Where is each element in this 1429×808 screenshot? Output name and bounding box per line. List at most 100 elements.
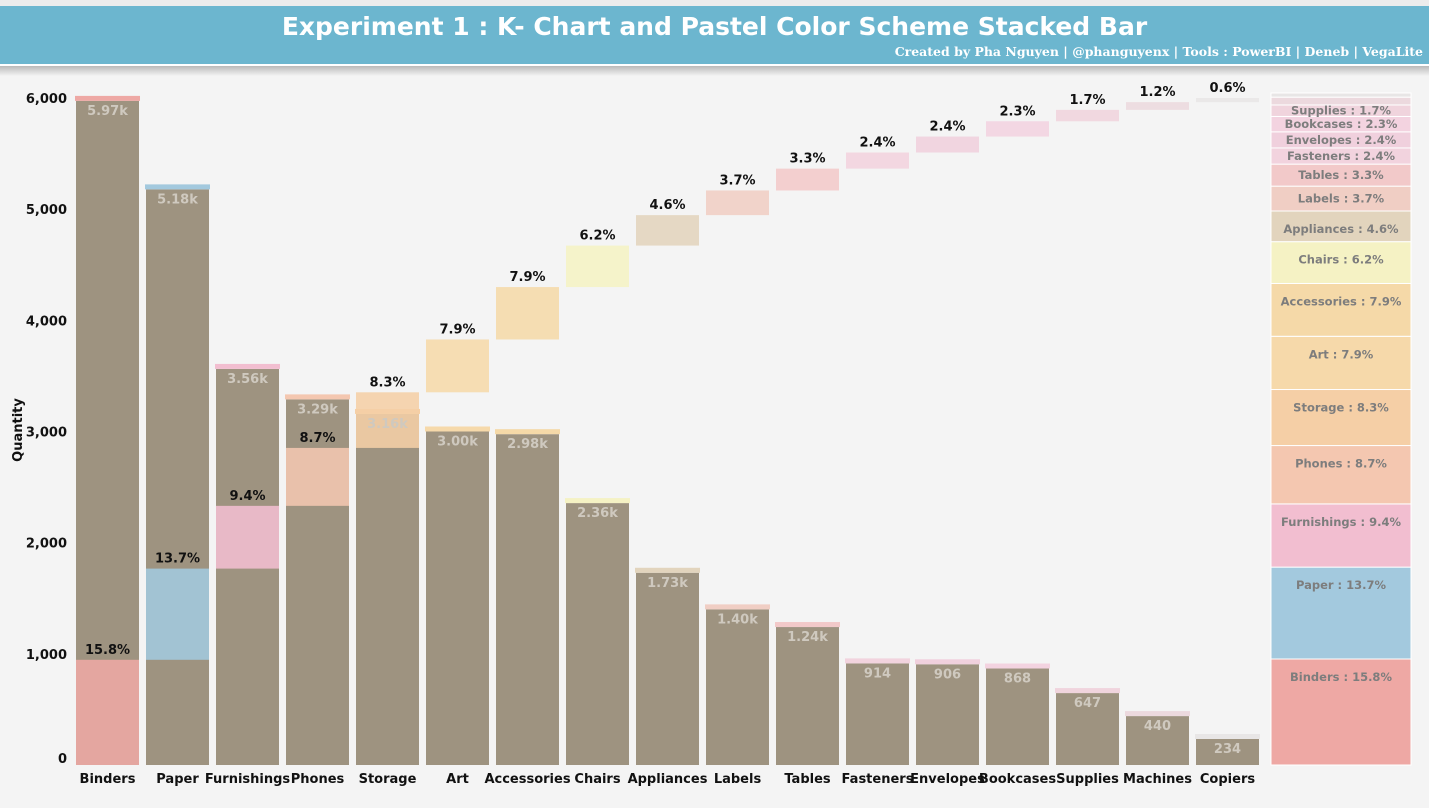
share-label: 2.3%: [999, 104, 1035, 119]
bar-paper: [146, 189, 209, 765]
share-label: 2.4%: [859, 136, 895, 151]
y-tick-label: 1,000: [26, 648, 67, 663]
bar-cap: [495, 429, 560, 435]
x-tick-label: Fasteners: [842, 772, 914, 787]
value-label: 2.36k: [577, 506, 618, 521]
value-label: 1.40k: [717, 612, 758, 627]
share-segment: [776, 168, 839, 191]
share-label: 6.2%: [579, 229, 615, 244]
bar-cap: [705, 604, 770, 610]
legend-label: Accessories : 7.9%: [1281, 294, 1402, 308]
bar-binders: [76, 100, 139, 766]
y-tick-label: 6,000: [26, 92, 67, 107]
value-label: 906: [934, 667, 961, 682]
value-label: 5.97k: [87, 104, 128, 119]
y-tick-label: 5,000: [26, 203, 67, 218]
value-label: 5.18k: [157, 192, 198, 207]
top-strip: [0, 0, 1429, 6]
value-label: 1.73k: [647, 576, 688, 591]
legend-label: Labels : 3.7%: [1298, 192, 1385, 206]
bar-copiers: [1196, 738, 1259, 765]
bar-cap: [285, 394, 350, 400]
legend-segment: [1270, 210, 1412, 243]
share-label: 7.9%: [439, 322, 475, 337]
bar-cap: [915, 659, 980, 665]
share-segment: [706, 190, 769, 216]
value-label: 647: [1074, 696, 1101, 711]
bar-cap: [635, 567, 700, 573]
legend-label: Tables : 3.3%: [1298, 168, 1384, 182]
legend-label: Furnishings : 9.4%: [1281, 515, 1401, 529]
x-tick-label: Furnishings: [205, 772, 291, 787]
x-tick-label: Copiers: [1200, 772, 1255, 787]
bar-tables: [776, 627, 839, 765]
header-banner: Experiment 1 : K- Chart and Pastel Color…: [0, 6, 1429, 66]
share-label: 15.8%: [85, 643, 130, 658]
share-segment: [1196, 98, 1259, 103]
value-label: 234: [1214, 742, 1241, 757]
share-label: 2.4%: [929, 120, 965, 135]
bar-chairs: [566, 503, 629, 765]
legend-label: Paper : 13.7%: [1296, 578, 1387, 592]
bar-cap: [1125, 711, 1190, 717]
bar-cap: [565, 498, 630, 504]
share-label: 8.3%: [369, 375, 405, 390]
bar-bookcases: [986, 668, 1049, 765]
share-segment: [426, 339, 489, 393]
share-segment: [916, 136, 979, 153]
x-tick-label: Paper: [156, 772, 199, 787]
bar-machines: [1126, 716, 1189, 765]
bar-art: [426, 431, 489, 765]
legend-label: Chairs : 6.2%: [1298, 253, 1384, 267]
x-tick-label: Art: [446, 772, 469, 787]
legend-segment: [1270, 96, 1412, 106]
x-tick-label: Labels: [714, 772, 762, 787]
share-segment: [216, 505, 279, 569]
share-label: 13.7%: [155, 552, 200, 567]
value-label: 3.29k: [297, 402, 338, 417]
x-tick-label: Tables: [784, 772, 831, 787]
share-segment: [146, 568, 209, 660]
bar-fasteners: [846, 663, 909, 765]
share-label: 7.9%: [509, 270, 545, 285]
legend-label: Fasteners : 2.4%: [1287, 149, 1396, 163]
bar-cap: [75, 95, 140, 101]
y-tick-label: 0: [58, 752, 67, 767]
legend-segment: [1270, 282, 1412, 337]
value-label: 1.24k: [787, 630, 828, 645]
x-tick-label: Accessories: [484, 772, 570, 787]
legend-label: Appliances : 4.6%: [1283, 222, 1399, 236]
value-label: 2.98k: [507, 437, 548, 452]
value-label: 914: [864, 666, 891, 681]
share-label: 9.4%: [229, 489, 265, 504]
bar-cap: [215, 363, 280, 369]
y-axis-title: Quantity: [11, 398, 26, 462]
page-title: Experiment 1 : K- Chart and Pastel Color…: [281, 12, 1148, 41]
value-label: 868: [1004, 672, 1031, 687]
y-tick-label: 4,000: [26, 314, 67, 329]
share-label: 3.7%: [719, 173, 755, 188]
share-label: 4.6%: [649, 198, 685, 213]
page-subtitle: Created by Pha Nguyen | @phanguyenx | To…: [894, 44, 1423, 59]
value-label: 3.00k: [437, 435, 478, 450]
legend-label: Storage : 8.3%: [1293, 401, 1389, 415]
bar-accessories: [496, 434, 559, 765]
legend-label: Phones : 8.7%: [1295, 457, 1387, 471]
legend-segment: [1270, 92, 1412, 98]
x-tick-label: Supplies: [1056, 772, 1119, 787]
legend-segment: [1270, 241, 1412, 284]
value-label: 3.56k: [227, 372, 268, 387]
value-label: 3.16k: [367, 417, 408, 432]
share-segment: [356, 392, 419, 448]
x-tick-label: Chairs: [574, 772, 620, 787]
y-tick-label: 3,000: [26, 426, 67, 441]
bar-cap: [1195, 733, 1260, 739]
bar-supplies: [1056, 693, 1119, 765]
bar-cap: [145, 184, 210, 190]
share-label: 1.7%: [1069, 93, 1105, 108]
bar-storage: [356, 413, 419, 765]
bar-envelopes: [916, 664, 979, 765]
bar-cap: [425, 426, 490, 432]
share-segment: [636, 215, 699, 246]
